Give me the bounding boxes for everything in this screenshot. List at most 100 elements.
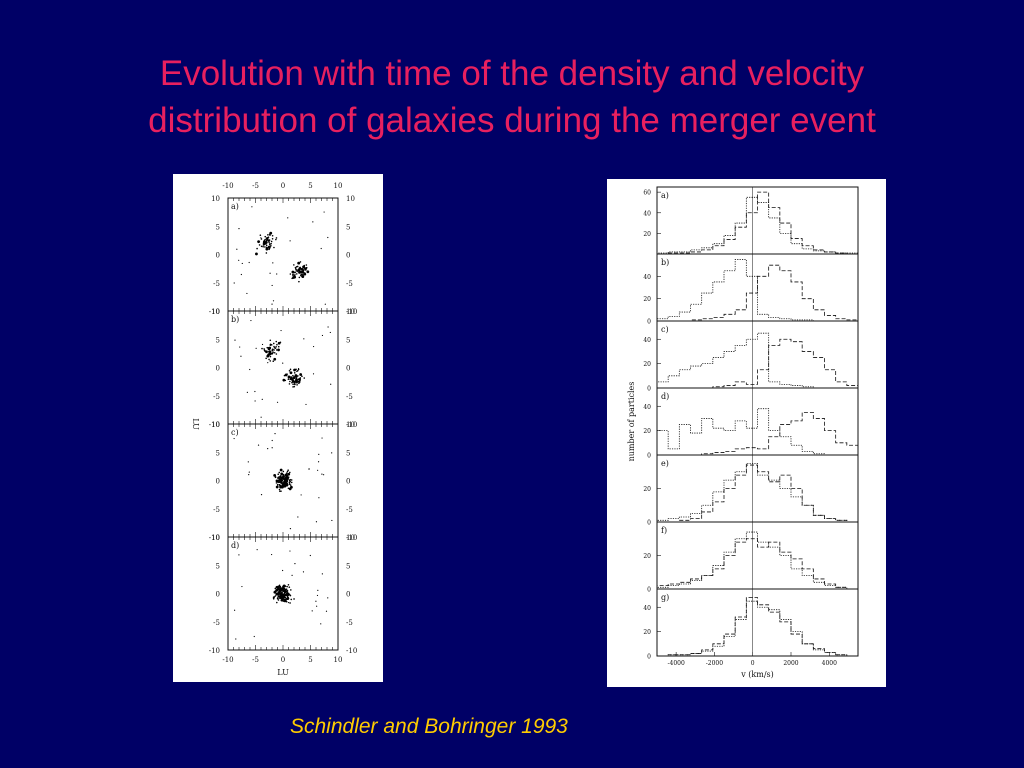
- galaxy-point: [268, 350, 272, 354]
- galaxy-point: [234, 339, 236, 341]
- y-tick-label: 0: [647, 453, 651, 460]
- galaxy-point: [264, 235, 267, 238]
- galaxy-point: [325, 610, 328, 612]
- galaxy-point: [257, 444, 260, 446]
- galaxy-point: [277, 477, 279, 479]
- panel-label: c): [661, 325, 669, 334]
- x-tick-label: 0: [751, 660, 755, 667]
- galaxy-point: [288, 383, 291, 385]
- panel-label: d): [661, 392, 669, 401]
- galaxy-point: [284, 482, 286, 484]
- galaxy-point: [260, 494, 263, 496]
- galaxy-point: [281, 479, 284, 482]
- y-axis-label: LU: [191, 418, 200, 430]
- y-tick-label: -5: [213, 506, 220, 514]
- galaxy-point: [255, 347, 257, 349]
- galaxy-point: [293, 264, 295, 266]
- x-tick-label: -2000: [706, 660, 723, 667]
- y-tick-label: -10: [346, 421, 357, 429]
- galaxy-point: [295, 265, 298, 268]
- galaxy-point: [287, 469, 289, 472]
- galaxy-point: [286, 470, 289, 473]
- galaxy-point: [318, 453, 320, 455]
- galaxy-point: [288, 369, 291, 372]
- galaxy-point: [283, 484, 287, 488]
- y-tick-label: 0: [647, 520, 651, 527]
- galaxy-point: [305, 403, 307, 406]
- galaxy-point: [238, 228, 240, 230]
- galaxy-point: [295, 381, 297, 384]
- x-tick-label: -4000: [667, 660, 684, 667]
- galaxy-point: [289, 240, 291, 242]
- galaxy-point: [273, 351, 276, 354]
- galaxy-point: [278, 597, 281, 599]
- galaxy-point: [279, 468, 283, 472]
- galaxy-point: [311, 610, 313, 612]
- y-tick-label: 0: [647, 654, 651, 661]
- y-tick-label: 0: [216, 252, 220, 260]
- galaxy-point: [294, 563, 296, 565]
- galaxy-point: [290, 481, 293, 484]
- dashed-histogram-line: [656, 538, 858, 590]
- panel-label: e): [661, 459, 669, 468]
- galaxy-point: [235, 638, 237, 640]
- galaxy-point: [302, 571, 305, 573]
- galaxy-point: [301, 268, 303, 270]
- galaxy-point: [321, 573, 323, 575]
- y-tick-label: -10: [209, 308, 220, 316]
- galaxy-point: [275, 592, 279, 596]
- galaxy-point: [280, 588, 283, 591]
- dashed-histogram-line: [657, 191, 858, 255]
- galaxy-point: [278, 471, 281, 474]
- galaxy-point: [277, 348, 280, 352]
- y-tick-label: 0: [647, 319, 651, 326]
- y-tick-label: 40: [643, 274, 651, 281]
- galaxy-point: [296, 375, 298, 378]
- galaxy-point: [300, 494, 302, 496]
- galaxy-point: [292, 374, 294, 377]
- citation-caption: Schindler and Bohringer 1993: [290, 715, 568, 738]
- galaxy-point: [287, 478, 289, 480]
- galaxy-point: [239, 346, 241, 348]
- galaxy-point: [287, 487, 290, 490]
- galaxy-point: [282, 473, 285, 476]
- galaxy-point: [298, 276, 301, 279]
- dashed-histogram-line: [657, 464, 858, 523]
- panel-label: f): [661, 526, 667, 535]
- galaxy-point: [272, 262, 274, 264]
- y-tick-label: 20: [643, 361, 651, 368]
- galaxy-point: [303, 272, 306, 274]
- galaxy-point: [272, 596, 275, 599]
- galaxy-point: [275, 485, 279, 489]
- galaxy-point: [271, 447, 273, 449]
- galaxy-point: [292, 386, 294, 388]
- dashed-histogram-line: [657, 597, 858, 657]
- galaxy-point: [248, 474, 250, 476]
- galaxy-point: [269, 360, 272, 362]
- galaxy-point: [289, 602, 291, 604]
- galaxy-point: [297, 367, 300, 370]
- galaxy-point: [299, 266, 301, 269]
- galaxy-point: [263, 241, 267, 244]
- galaxy-point: [240, 273, 242, 276]
- bottom-tick-label: 0: [281, 656, 285, 664]
- galaxy-point: [275, 345, 277, 348]
- panel-label: b): [661, 258, 669, 267]
- galaxy-point: [275, 589, 278, 592]
- panel-label: c): [231, 428, 239, 437]
- galaxy-point: [261, 398, 263, 400]
- galaxy-point: [303, 265, 305, 268]
- y-tick-label: -10: [209, 421, 220, 429]
- panel-frame: [227, 310, 339, 425]
- galaxy-point: [321, 437, 323, 439]
- galaxy-point: [284, 596, 286, 599]
- galaxy-point: [272, 360, 275, 363]
- galaxy-point: [290, 376, 292, 378]
- galaxy-point: [294, 383, 296, 386]
- galaxy-point: [267, 350, 270, 353]
- galaxy-point: [269, 339, 272, 342]
- galaxy-point: [249, 368, 251, 371]
- galaxy-point: [287, 597, 290, 600]
- galaxy-point: [260, 238, 263, 240]
- galaxy-point: [287, 472, 291, 476]
